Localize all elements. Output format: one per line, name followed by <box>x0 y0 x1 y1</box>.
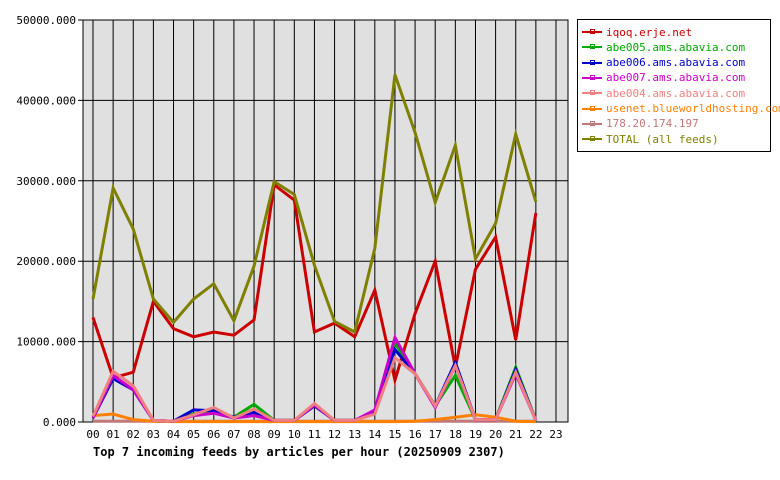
legend-swatch <box>582 90 602 96</box>
legend-swatch <box>582 120 602 126</box>
x-tick-label: 03 <box>147 428 160 441</box>
x-tick-label: 21 <box>509 428 522 441</box>
chart-title: Top 7 incoming feeds by articles per hou… <box>93 445 505 459</box>
plot-area <box>82 19 569 423</box>
x-tick-label: 20 <box>489 428 502 441</box>
x-tick-label: 12 <box>328 428 341 441</box>
series-line-7 <box>91 74 538 335</box>
series-line-4 <box>91 355 538 423</box>
legend-swatch <box>582 105 602 111</box>
x-tick-label: 07 <box>227 428 240 441</box>
legend: iqoq.erje.net abe005.ams.abavia.com abe006… <box>577 19 780 152</box>
x-tick-label: 09 <box>268 428 281 441</box>
legend-label: abe006.ams.abavia.com <box>606 56 746 70</box>
legend-swatch <box>582 74 602 80</box>
legend-label: TOTAL (all feeds) <box>606 132 719 146</box>
y-tick-label: 30000.000 <box>16 175 76 188</box>
legend-item: abe005.ams.abavia.com <box>582 40 745 54</box>
y-tick-label: 0.000 <box>43 416 76 429</box>
legend-label: usenet.blueworldhosting.com <box>606 102 780 115</box>
x-tick-label: 04 <box>167 428 181 441</box>
x-tick-label: 13 <box>348 428 361 441</box>
y-tick-label: 50000.000 <box>16 14 76 27</box>
y-tick-label: 40000.000 <box>16 94 76 107</box>
legend-item: abe006.ams.abavia.com <box>582 56 745 70</box>
legend-label: abe007.ams.abavia.com <box>606 71 746 85</box>
legend-label: iqoq.erje.net <box>606 25 693 39</box>
series-line-0 <box>91 182 538 387</box>
x-tick-label: 14 <box>368 428 382 441</box>
legend-label: 178.20.174.197 <box>606 117 699 131</box>
legend-label: abe005.ams.abavia.com <box>606 40 746 54</box>
legend-swatch <box>582 29 602 34</box>
x-tick-label: 17 <box>429 428 442 441</box>
x-tick-label: 16 <box>408 428 421 441</box>
y-tick-label: 10000.000 <box>16 336 76 349</box>
x-tick-label: 02 <box>127 428 140 441</box>
x-tick-label: 18 <box>449 428 462 441</box>
legend-item: 178.20.174.197 <box>582 117 699 131</box>
x-tick-label: 19 <box>469 428 482 441</box>
legend-item: abe007.ams.abavia.com <box>582 71 745 85</box>
x-tick-label: 06 <box>207 428 220 441</box>
legend-swatch <box>582 59 602 65</box>
legend-label: abe004.ams.abavia.com <box>606 86 746 100</box>
legend-item: iqoq.erje.net <box>582 25 692 39</box>
legend-item: usenet.blueworldhosting.com <box>582 102 780 116</box>
x-tick-label: 10 <box>288 428 301 441</box>
x-tick-label: 15 <box>388 428 401 441</box>
x-tick-label: 08 <box>247 428 260 441</box>
legend-swatch <box>582 44 602 50</box>
x-tick-label: 00 <box>86 428 99 441</box>
legend-item: abe004.ams.abavia.com <box>582 86 745 100</box>
legend-item: TOTAL (all feeds) <box>582 132 719 146</box>
x-tick-label: 22 <box>529 428 542 441</box>
x-tick-label: 01 <box>107 428 120 441</box>
legend-swatch <box>582 136 602 142</box>
x-tick-label: 11 <box>308 428 321 441</box>
x-tick-label: 05 <box>187 428 200 441</box>
y-tick-label: 20000.000 <box>16 255 76 268</box>
x-tick-label: 23 <box>549 428 562 441</box>
